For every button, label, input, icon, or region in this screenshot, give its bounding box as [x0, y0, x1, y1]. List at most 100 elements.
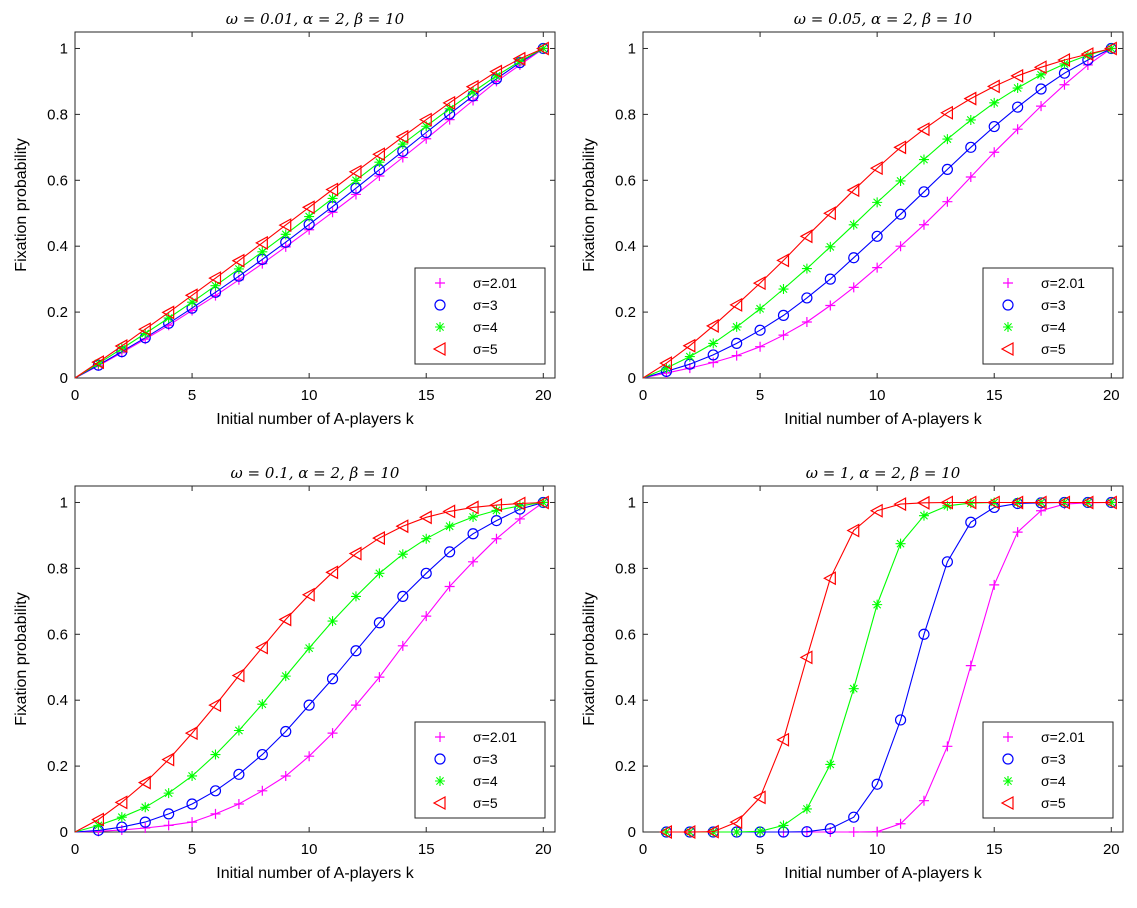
x-tick-label: 20 [1103, 841, 1120, 858]
data-point [536, 41, 549, 56]
y-tick-label: 0.8 [47, 106, 68, 123]
chart-panel-1: ω = 0.01, α = 2, β = 10 0 5 10 15 20 0 0.2 0.4 0.… [0, 0, 568, 454]
data-point [1002, 299, 1014, 311]
data-point [187, 297, 198, 308]
data-point [801, 316, 812, 327]
data-point [350, 189, 361, 200]
chart-title: ω = 1, α = 2, β = 10 [806, 464, 961, 482]
data-point [989, 147, 1000, 158]
data-point [1012, 83, 1023, 94]
data-point [777, 309, 790, 321]
data-point [848, 811, 860, 823]
y-axis-label: Fixation probability [581, 138, 598, 271]
y-tick-label: 0 [628, 370, 636, 387]
x-tick-label: 20 [535, 841, 552, 858]
data-point [418, 510, 432, 525]
data-point [872, 262, 883, 273]
series-group [659, 495, 1117, 840]
data-point [801, 826, 813, 838]
data-point [326, 673, 339, 685]
data-point [435, 776, 445, 786]
series-group [642, 43, 1117, 379]
data-point [754, 324, 766, 336]
data-point [918, 628, 930, 640]
data-point [301, 587, 315, 602]
data-point [374, 171, 385, 182]
data-point [729, 815, 743, 830]
data-point [1057, 495, 1071, 510]
data-point [468, 511, 479, 522]
data-point [846, 523, 860, 538]
data-point [941, 163, 953, 176]
x-axis-label: Initial number of A-players k [216, 865, 414, 882]
data-point [965, 516, 977, 528]
data-point [659, 356, 673, 371]
data-point [432, 341, 446, 357]
chart-svg: ω = 0.05, α = 2, β = 10 0 5 10 15 20 0 0.2 0.4 0.… [581, 10, 1124, 428]
x-tick-label: 5 [188, 387, 196, 404]
data-point [187, 817, 198, 828]
data-point [233, 798, 244, 809]
data-point [397, 640, 408, 651]
data-point [1003, 322, 1013, 332]
data-point [512, 496, 526, 511]
data-point [871, 778, 883, 790]
legend-label: σ=2.01 [1041, 275, 1085, 291]
data-point [986, 79, 1000, 94]
legend-label: σ=5 [1041, 341, 1066, 357]
legend-label: σ=4 [1041, 319, 1066, 335]
data-point [327, 728, 338, 739]
chart-svg: ω = 0.01, α = 2, β = 10 0 5 10 15 20 0 0.2 0.4 0.… [13, 10, 556, 428]
data-point [491, 533, 502, 544]
y-tick-label: 0.4 [47, 238, 68, 255]
data-point [304, 643, 315, 654]
data-point [280, 725, 292, 738]
x-tick-label: 20 [535, 387, 552, 404]
legend: σ=2.01 σ=3 σ=4 σ=5 [414, 721, 546, 819]
data-point [895, 818, 906, 829]
data-point [114, 339, 128, 354]
data-point [93, 820, 104, 831]
data-point [432, 795, 446, 811]
chart-title: ω = 0.01, α = 2, β = 10 [226, 10, 405, 28]
data-point [374, 568, 385, 579]
data-point [163, 788, 174, 799]
data-point [280, 229, 291, 240]
data-point [397, 590, 409, 602]
y-tick-label: 0.2 [615, 758, 636, 775]
data-point [708, 357, 719, 368]
data-point [965, 660, 976, 671]
data-point [468, 86, 479, 97]
data-point [918, 795, 929, 806]
data-point [1080, 495, 1094, 510]
data-point [986, 495, 1000, 510]
data-point [444, 103, 455, 114]
data-point [140, 802, 151, 813]
data-point [278, 218, 292, 233]
data-point [163, 313, 174, 324]
chart-panel-4: ω = 1, α = 2, β = 10 0 5 10 15 20 0 0.2 0.4 0.6 0.… [568, 454, 1136, 908]
chart-panel-3: ω = 0.1, α = 2, β = 10 0 5 10 15 20 0 0.2 0.4 0.6… [0, 454, 568, 908]
data-point [963, 91, 977, 106]
data-point [304, 751, 315, 762]
data-point [661, 363, 672, 374]
data-point [421, 611, 432, 622]
data-point [140, 328, 151, 339]
data-point [988, 120, 1000, 133]
data-point [895, 241, 906, 252]
data-point [846, 183, 860, 198]
x-tick-label: 0 [71, 387, 79, 404]
data-point [848, 282, 859, 293]
x-tick-label: 5 [756, 841, 764, 858]
data-point [755, 826, 766, 837]
data-point [512, 51, 526, 66]
data-point [1035, 83, 1047, 95]
data-point [1104, 41, 1117, 56]
data-point [137, 775, 151, 790]
x-tick-label: 15 [986, 387, 1003, 404]
legend: σ=2.01 σ=3 σ=4 σ=5 [982, 267, 1114, 365]
chart-title: ω = 0.1, α = 2, β = 10 [231, 464, 400, 482]
x-axis-label: Initial number of A-players k [784, 411, 982, 428]
data-point [255, 640, 268, 655]
y-tick-label: 0.2 [47, 304, 68, 321]
